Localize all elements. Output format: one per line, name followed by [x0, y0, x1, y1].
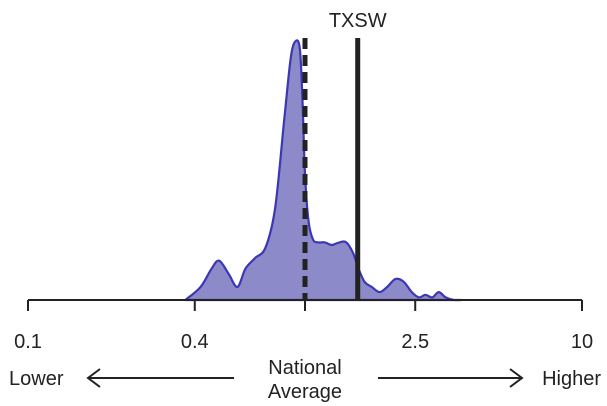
x-tick-label: 0.4 [181, 331, 209, 353]
higher-label: Higher [542, 368, 601, 390]
lower-label: Lower [9, 368, 64, 390]
right-arrow [378, 368, 524, 388]
x-tick-label: 0.1 [14, 331, 42, 353]
left-arrow [86, 368, 234, 388]
x-tick-label: 10 [571, 331, 593, 353]
national-average-label-line2: Average [268, 381, 342, 403]
x-axis-ticks: 0.1 0.4 2.5 10 [14, 300, 593, 353]
x-tick-label: 2.5 [401, 331, 429, 353]
region-label: TXSW [329, 10, 387, 32]
national-average-label-line1: National [268, 357, 341, 379]
density-area [184, 39, 463, 302]
